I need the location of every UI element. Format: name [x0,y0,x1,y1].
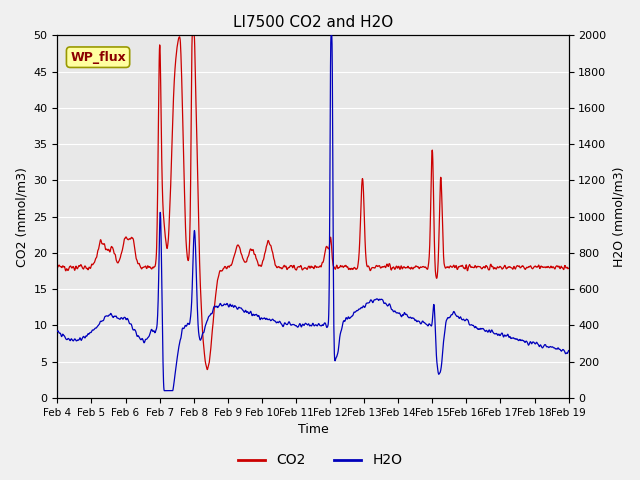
Legend: CO2, H2O: CO2, H2O [232,448,408,473]
Y-axis label: CO2 (mmol/m3): CO2 (mmol/m3) [15,167,28,266]
Text: WP_flux: WP_flux [70,51,126,64]
X-axis label: Time: Time [298,423,328,436]
Y-axis label: H2O (mmol/m3): H2O (mmol/m3) [612,167,625,267]
Title: LI7500 CO2 and H2O: LI7500 CO2 and H2O [233,15,393,30]
